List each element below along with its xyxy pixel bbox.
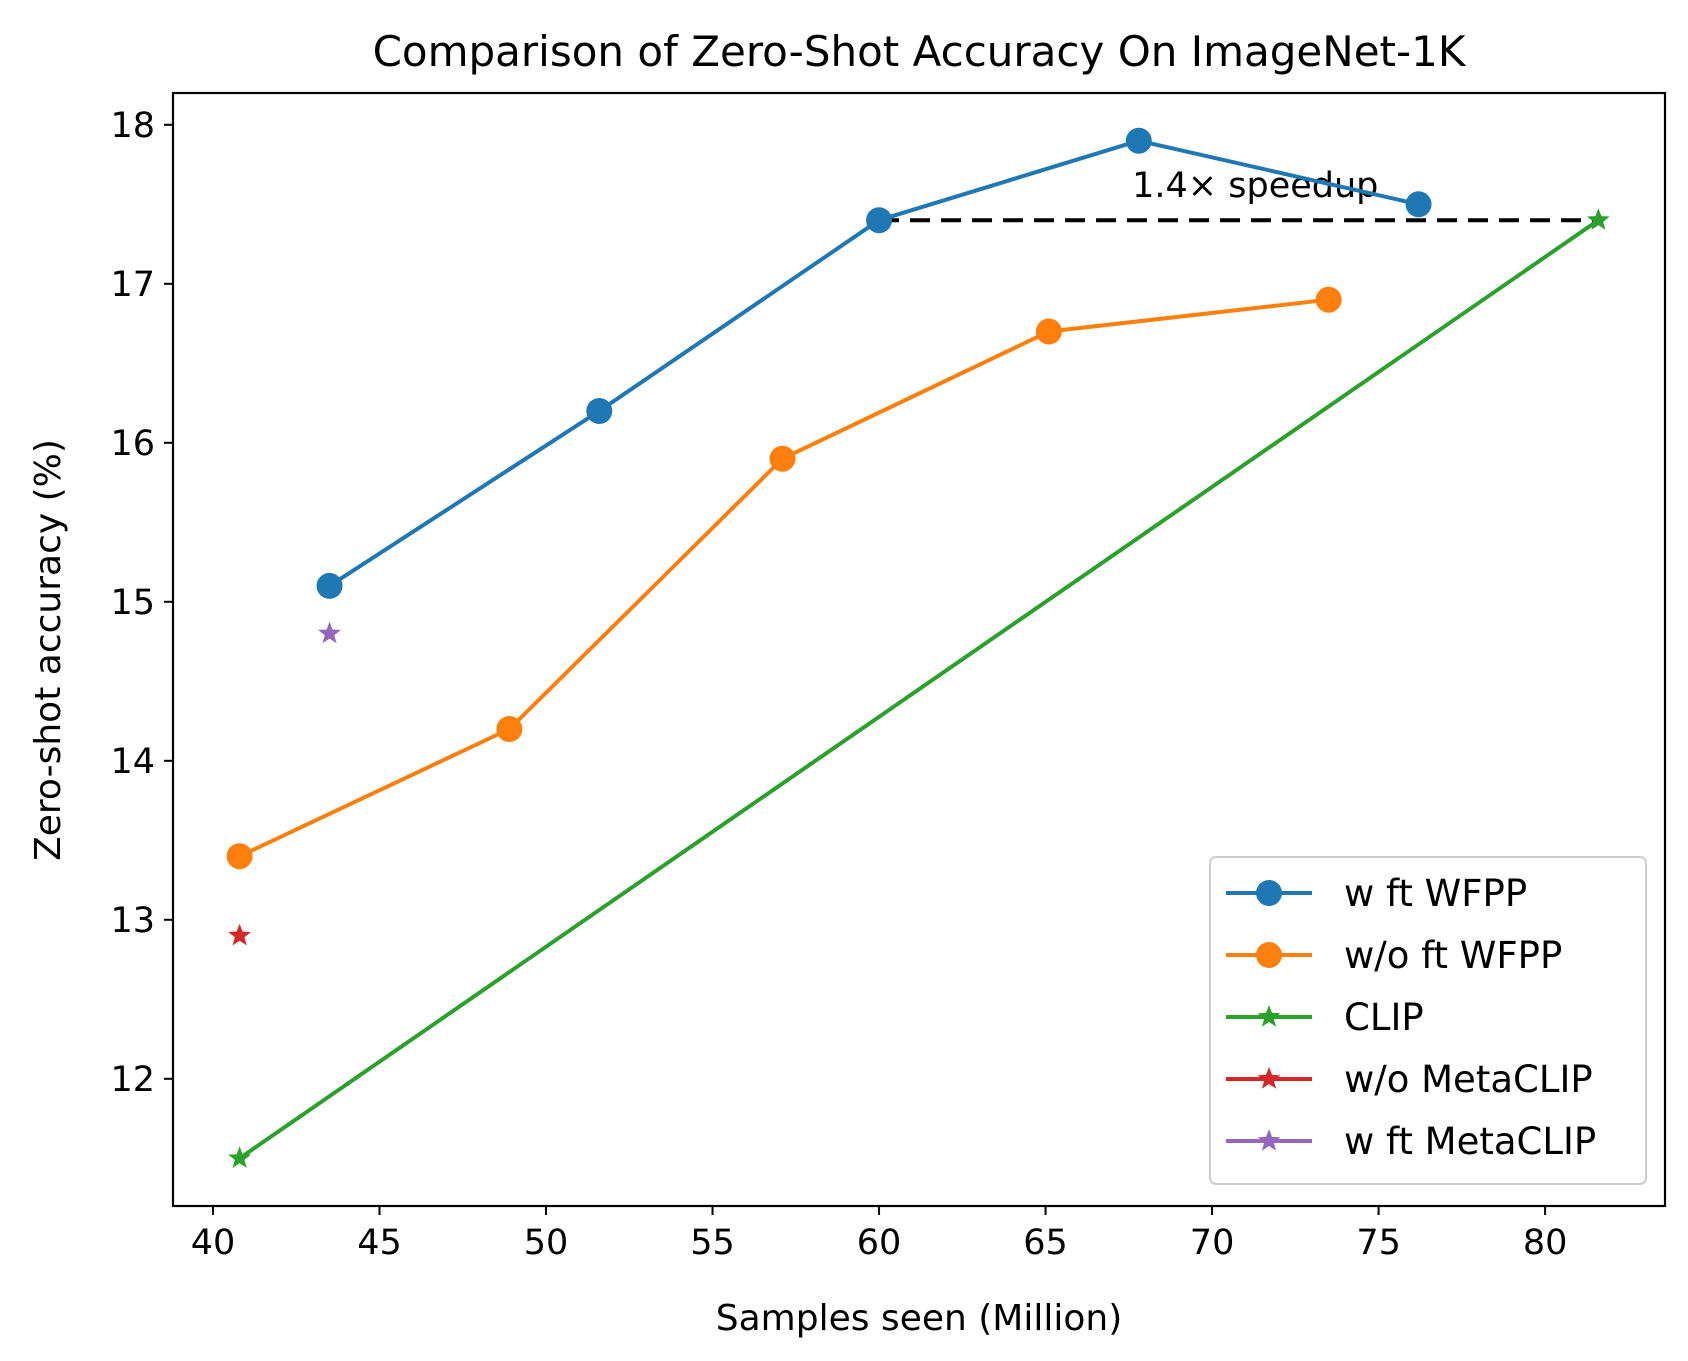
- data-point-clip: [1587, 208, 1610, 230]
- x-tick-label: 60: [857, 1223, 902, 1263]
- series-line-clip: [238, 218, 1600, 1160]
- legend-item: w ft WFPP: [1226, 872, 1527, 915]
- chart-title: Comparison of Zero-Shot Accuracy On Imag…: [373, 27, 1467, 76]
- legend-item: CLIP: [1226, 996, 1424, 1039]
- annotation-layer: 1.4× speedup: [879, 166, 1599, 223]
- legend-label: w/o MetaCLIP: [1344, 1058, 1593, 1101]
- legend-label: CLIP: [1344, 996, 1424, 1039]
- data-point-w-ft-metaclip: [318, 621, 341, 644]
- legend-label: w ft MetaCLIP: [1344, 1120, 1596, 1163]
- legend-circle-marker: [1256, 880, 1282, 906]
- x-tick-label: 80: [1523, 1223, 1568, 1263]
- x-tick-label: 45: [357, 1223, 402, 1263]
- legend-label: w/o ft WFPP: [1344, 934, 1562, 977]
- y-axis-label: Zero-shot accuracy (%): [28, 439, 69, 861]
- x-tick-label: 65: [1023, 1223, 1068, 1263]
- legend-item: w ft MetaCLIP: [1226, 1120, 1596, 1163]
- legend-star-marker: [1257, 1067, 1281, 1089]
- y-tick-label: 15: [110, 583, 155, 623]
- y-tick-label: 16: [110, 424, 155, 464]
- legend-box: [1209, 856, 1647, 1185]
- data-point-w-o-ft-wfpp: [1315, 286, 1342, 313]
- y-tick-label: 14: [110, 742, 155, 782]
- y-axis: 12 13 14 15 16 17 18: [110, 106, 173, 1100]
- legend: w ft WFPP w/o ft WFPP CLIP w/o MetaCLIP w ft…: [1209, 856, 1647, 1185]
- x-axis-label: Samples seen (Million): [716, 1298, 1123, 1339]
- series-line-w-o-ft-wfpp: [238, 297, 1329, 859]
- legend-label: w ft WFPP: [1344, 872, 1527, 915]
- y-tick-label: 17: [110, 265, 155, 305]
- x-tick-label: 40: [191, 1223, 236, 1263]
- x-axis: 40 45 50 55 60 65 70 75 80: [191, 1206, 1568, 1263]
- data-point-w-o-metaclip: [228, 923, 251, 946]
- legend-star-marker: [1257, 1005, 1281, 1027]
- legend-item: w/o MetaCLIP: [1226, 1058, 1593, 1101]
- legend-star-marker: [1257, 1129, 1281, 1151]
- x-tick-label: 55: [690, 1223, 735, 1263]
- x-tick-label: 50: [524, 1223, 569, 1263]
- y-tick-label: 13: [110, 901, 155, 941]
- legend-item: w/o ft WFPP: [1226, 934, 1562, 977]
- series-line-w-ft-wfpp: [328, 138, 1420, 588]
- series-layer: [226, 127, 1610, 1168]
- y-tick-label: 18: [110, 106, 155, 146]
- x-tick-label: 70: [1190, 1223, 1235, 1263]
- y-tick-label: 12: [110, 1060, 155, 1100]
- legend-circle-marker: [1256, 942, 1282, 968]
- plot-frame: [171, 91, 1667, 1208]
- x-tick-label: 75: [1356, 1223, 1401, 1263]
